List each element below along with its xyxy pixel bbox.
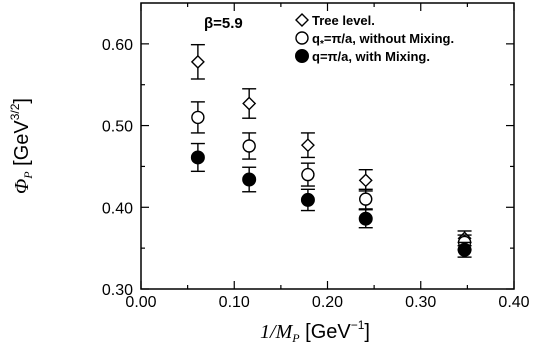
legend: Tree level.q*=π/a, without Mixing.q=π/a,… (295, 13, 454, 64)
data-point (358, 211, 373, 226)
data-markers (190, 43, 472, 258)
legend-label-1: Tree level. (312, 13, 375, 28)
legend-marker-2 (295, 31, 309, 45)
y-axis-title-unit: [GeV (11, 120, 33, 172)
x-tick-label: 0.30 (405, 294, 436, 311)
data-point (190, 150, 205, 165)
x-tick-label: 0.10 (219, 294, 250, 311)
x-axis-title-unit-exp: −1 (351, 318, 365, 332)
data-point (358, 173, 373, 188)
data-point (242, 139, 256, 153)
y-axis-title-main: Φ (11, 179, 33, 194)
x-tick-label: 0.20 (312, 294, 343, 311)
series-2 (190, 101, 472, 251)
legend-label-3: q=π/a, with Mixing. (312, 49, 430, 64)
x-tick-label: 0.40 (498, 294, 529, 311)
legend-label-part: =π/a, without Mixing. (324, 31, 454, 46)
data-point (300, 192, 315, 207)
data-point (242, 172, 257, 187)
y-tick-label: 0.50 (102, 119, 133, 136)
legend-label-2: q*=π/a, without Mixing. (312, 31, 454, 50)
x-axis-title-unit: [GeV (300, 321, 352, 343)
data-point (359, 192, 373, 206)
data-point (457, 242, 472, 257)
data-point (300, 138, 315, 153)
tick-labels: 0.00 0.10 0.20 0.30 0.40 0.30 0.40 0.50 0.60 (102, 37, 530, 311)
x-tick-label: 0.00 (125, 294, 156, 311)
legend-label-part: q (312, 31, 320, 46)
series-3 (190, 142, 472, 258)
data-point (242, 96, 257, 111)
y-tick-label: 0.60 (102, 37, 133, 54)
legend-marker-1 (295, 13, 309, 27)
y-axis-title-unit-close: ] (11, 98, 33, 104)
legend-marker-3 (295, 49, 309, 63)
data-point (190, 54, 205, 69)
y-tick-label: 0.30 (102, 282, 133, 299)
y-axis-title-unit-exp: 3/2 (8, 103, 22, 120)
x-axis-title-sub: P (291, 331, 300, 345)
x-axis-title: 1/MP [GeV−1] (260, 318, 370, 345)
series-1 (190, 43, 472, 247)
y-axis-title: ΦP [GeV3/2] (8, 98, 35, 194)
data-point (301, 167, 315, 182)
x-axis-title-unit-close: ] (364, 321, 370, 343)
axis-ticks (140, 3, 515, 290)
data-point (191, 110, 205, 125)
x-axis-title-main: 1/M (260, 321, 294, 343)
beta-annotation: β=5.9 (204, 15, 243, 32)
y-axis-title-sub: P (21, 171, 35, 180)
legend-label-subscript: * (320, 39, 324, 50)
y-tick-label: 0.40 (102, 200, 133, 217)
